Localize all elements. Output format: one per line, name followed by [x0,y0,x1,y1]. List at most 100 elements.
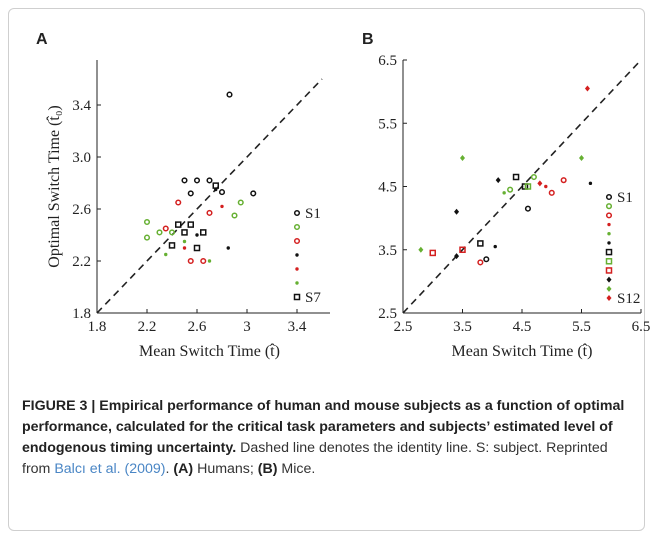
x-tick-label: 3 [243,319,251,335]
y-axis-label: Optimal Switch Time (t̂₀) [45,105,63,267]
point [168,229,176,236]
figure-frame [8,8,645,531]
point [200,257,207,265]
legend-marker [605,212,613,219]
point [206,209,213,216]
x-tick-label: 2.2 [138,319,157,335]
identity-line [96,78,323,314]
x-axis-label: Mean Switch Time (t̂) [452,342,593,360]
point [560,177,567,184]
citation[interactable]: Balcı et al. (2009) [54,461,166,477]
point [579,155,584,162]
point [212,182,219,189]
point [182,239,187,244]
legend-marker [293,237,301,245]
point [231,212,238,219]
x-tick-label: 2.5 [394,319,413,335]
point [156,229,163,236]
caption-bold: (A) [173,461,194,477]
point [226,91,233,98]
legend-marker [605,267,613,274]
point [460,155,465,162]
x-tick-label: 1.8 [88,319,107,335]
y-tick-label: 5.5 [378,116,397,132]
legend-marker [293,293,301,301]
legend-marker [607,222,611,227]
y-tick-label: 1.8 [72,306,91,322]
point [454,208,460,215]
point [162,225,169,232]
point [502,191,506,195]
x-axis-label: Mean Switch Time (t̂) [139,342,280,360]
point [218,189,226,196]
point [206,177,213,184]
point [512,173,520,181]
point [175,221,182,228]
y-tick-label: 4.5 [378,180,397,196]
point [524,183,532,190]
legend-label: S1 [617,190,633,206]
y-tick-label: 3.5 [378,243,397,259]
point [483,256,490,263]
legend-marker [293,209,301,217]
y-tick-label: 2.2 [72,254,91,270]
x-tick-label: 5.5 [572,319,591,335]
legend-marker [293,223,301,231]
legend-marker [606,295,612,301]
point [548,189,555,196]
panel-label: A [36,31,48,48]
point [193,177,201,184]
point [200,229,207,236]
legend-marker [606,285,612,292]
point [207,259,212,263]
y-tick-label: 6.5 [378,53,397,69]
point [182,246,187,250]
point [143,234,151,241]
x-tick-label: 6.5 [632,319,651,335]
point [495,177,501,184]
point [493,244,497,249]
legend-label: S1 [305,206,321,222]
legend-marker [606,276,612,283]
figure: A 1.8 2.2 2.6 3 3.4 1.8 2.2 2.6 3.0 3.4 Mean Switch… [36,31,651,360]
point [584,85,590,92]
caption-bold: FIGURE 3 | Empirical performance of huma… [22,398,625,456]
legend-marker [607,241,611,245]
point [418,246,424,253]
legend-label: S12 [617,291,640,307]
point [250,190,257,197]
caption-text: Mice. [277,461,316,477]
point [187,221,194,228]
point [143,218,151,226]
x-tick-label: 2.6 [188,319,207,335]
point [164,252,168,257]
panel-label: B [362,31,374,48]
point [507,186,514,193]
legend-marker [295,267,299,271]
legend-marker [605,258,613,265]
point [544,184,548,189]
legend-marker [605,203,613,210]
point [181,177,188,184]
y-tick-label: 2.5 [378,306,397,322]
point [537,180,543,187]
y-tick-label: 2.6 [72,202,91,218]
point [187,257,194,265]
caption-text: . [165,461,174,477]
point [168,242,176,249]
x-tick-label: 4.5 [513,319,532,335]
point [195,233,199,237]
point [459,246,466,253]
legend-label: S7 [305,290,321,306]
point [175,199,182,206]
point [429,249,436,257]
legend-marker [605,248,613,256]
point [454,253,460,260]
caption-bold: (B) [257,461,278,477]
x-tick-label: 3.5 [453,319,472,335]
point [477,240,484,247]
point [226,246,230,250]
caption-text: Dashed line denotes the identity line. S… [22,440,608,477]
caption-text: Humans; [193,461,258,477]
point [220,204,224,209]
